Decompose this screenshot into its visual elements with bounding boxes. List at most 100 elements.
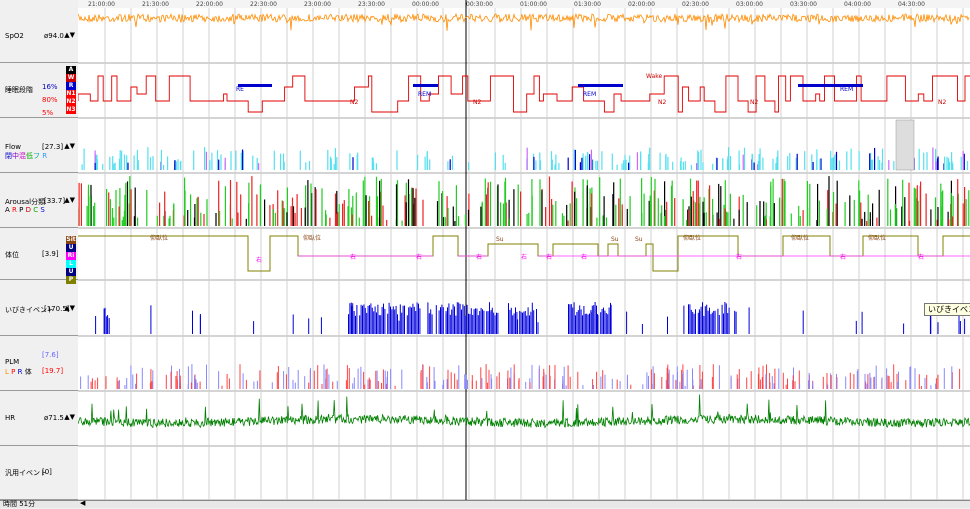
scale-arrows-icon[interactable]: ▲▼ <box>64 142 75 150</box>
plm-event-bar <box>692 379 694 389</box>
position-annotation: 仰臥位 <box>791 234 809 242</box>
scale-arrows-icon[interactable]: ▲▼ <box>64 413 75 421</box>
arousal-event-bar <box>942 190 944 226</box>
arousal-event-bar <box>586 185 588 226</box>
row-label-arousal[interactable]: Arousal分類 [33.7] ▲▼ A R P D C S <box>0 173 78 228</box>
arousal-event-bar <box>163 215 165 226</box>
arousal-event-bar <box>113 217 115 226</box>
plm-event-bar <box>822 376 824 389</box>
arousal-event-bar <box>548 176 551 226</box>
snore-event-bar <box>590 312 592 334</box>
flow-event-bar <box>224 157 226 170</box>
flow-event-bar <box>329 156 332 170</box>
row-label-flow[interactable]: Flow [27.3] ▲▼ 閉中混低フ R <box>0 118 78 173</box>
plm-event-bar <box>239 364 241 389</box>
arousal-event-bar <box>917 200 919 226</box>
legend-box-w: W <box>66 74 76 82</box>
flow-event-bar <box>869 153 871 170</box>
row-label-snore[interactable]: いびきイベント [170.5] ▲▼ <box>0 280 78 336</box>
snore-event-bar <box>104 307 106 334</box>
channel-name-stage: 睡眠段階 <box>5 86 33 94</box>
arousal-event-bar <box>405 202 407 226</box>
snore-event-bar <box>103 308 105 334</box>
time-scrollbar[interactable]: 時間 51分 ◀ <box>0 499 970 508</box>
arousal-event-bar <box>274 212 277 226</box>
arousal-event-bar <box>703 212 705 226</box>
legend-box-u: U <box>66 268 76 276</box>
arousal-event-bar <box>173 203 175 226</box>
flow-event-bar <box>649 147 651 170</box>
plm-event-bar <box>604 374 606 389</box>
flow-event-bar <box>555 154 557 170</box>
arousal-event-bar <box>571 181 573 226</box>
arousal-event-bar <box>770 181 772 226</box>
snore-event-bar <box>537 322 539 334</box>
arousal-event-bar <box>355 192 357 226</box>
snore-event-bar <box>608 307 610 334</box>
snore-event-bar <box>428 313 430 334</box>
scroll-left-icon[interactable]: ◀ <box>80 499 86 507</box>
plm-event-bar <box>668 369 670 389</box>
plm-event-bar <box>332 381 334 389</box>
snore-event-bar <box>374 306 376 334</box>
row-label-hr[interactable]: HR ø71.5 ▲▼ <box>0 391 78 446</box>
plm-event-bar <box>91 378 93 389</box>
snore-event-bar <box>427 302 429 334</box>
arousal-event-bar <box>196 198 198 226</box>
arousal-event-bar <box>438 181 440 226</box>
time-label: 23:00:00 <box>304 1 331 8</box>
flow-event-bar <box>333 164 335 170</box>
scale-arrows-icon[interactable]: ▲▼ <box>64 304 75 312</box>
arousal-event-bar <box>765 215 767 226</box>
flow-event-bar <box>772 158 774 170</box>
snore-event-bar <box>351 306 353 334</box>
arousal-event-bar <box>187 210 189 226</box>
arousal-event-bar <box>108 192 110 226</box>
arousal-event-bar <box>889 209 892 226</box>
arousal-event-bar <box>746 202 748 226</box>
flow-event-bar <box>174 160 176 170</box>
snore-event-bar <box>587 314 589 334</box>
arousal-event-bar <box>908 182 910 226</box>
arousal-event-bar <box>282 201 284 226</box>
arousal-event-bar <box>864 211 866 226</box>
arousal-event-bar <box>674 198 676 226</box>
row-label-general[interactable]: 汎用イベント [0] <box>0 446 78 500</box>
plm-event-bar <box>420 372 422 389</box>
arousal-event-bar <box>481 201 483 226</box>
row-label-plm[interactable]: [7.6] PLM [19.7] L P R 体 <box>0 336 78 391</box>
snore-event-bar <box>605 313 607 334</box>
snore-event-bar <box>470 308 472 334</box>
row-label-spo2[interactable]: SpO2 ø94.0 ▲▼ <box>0 8 78 63</box>
plm-event-bar <box>642 384 644 389</box>
channel-name-flow: Flow <box>5 143 21 151</box>
snore-event-bar <box>480 307 482 334</box>
arousal-event-bar <box>574 191 576 226</box>
flow-event-bar <box>336 157 338 170</box>
arousal-event-bar <box>901 206 903 226</box>
flow-event-bar <box>601 151 603 170</box>
snore-event-bar <box>391 309 393 334</box>
flow-event-bar <box>795 157 797 170</box>
snore-event-bar <box>419 308 421 334</box>
channel-value-general: [0] <box>42 468 52 476</box>
snore-event-bar <box>600 312 602 334</box>
plm-event-bar <box>525 381 527 389</box>
scale-arrows-icon[interactable]: ▲▼ <box>64 31 75 39</box>
plm-event-bar <box>549 365 551 389</box>
flow-event-bar <box>550 151 553 170</box>
time-label: 03:30:00 <box>790 1 817 8</box>
time-label: 03:00:00 <box>736 1 763 8</box>
plm-event-bar <box>887 375 889 389</box>
arousal-legend: A R P D C S <box>5 206 45 214</box>
plm-event-bar <box>450 372 452 389</box>
snore-event-bar <box>483 310 485 334</box>
plm-event-bar <box>799 384 801 389</box>
snore-event-bar <box>106 316 108 334</box>
plm-event-bar <box>870 377 872 389</box>
row-label-stage[interactable]: 睡眠段階 16% 80% 5% A W R N1 N2 N3 <box>0 63 78 118</box>
row-label-position[interactable]: 体位 [3.9] Sit U Ri L U P <box>0 228 78 284</box>
signal-plot-area[interactable]: 21:00:00 21:30:00 22:00:00 22:30:00 23:00:00… <box>78 0 970 500</box>
arousal-event-bar <box>480 206 482 226</box>
scale-arrows-icon[interactable]: ▲▼ <box>64 196 75 204</box>
